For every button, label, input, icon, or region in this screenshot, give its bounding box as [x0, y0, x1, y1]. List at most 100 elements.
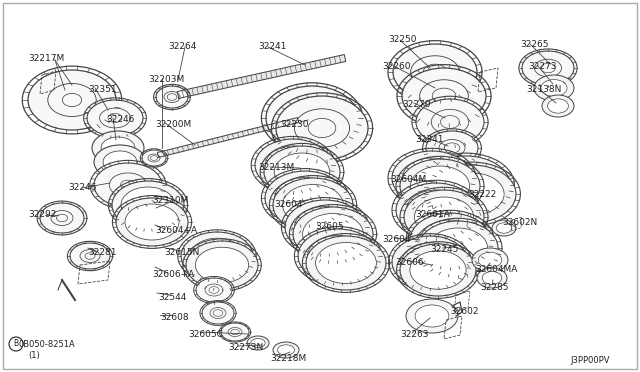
Ellipse shape: [542, 95, 574, 117]
Ellipse shape: [492, 220, 516, 236]
Ellipse shape: [181, 232, 253, 280]
Ellipse shape: [94, 163, 162, 207]
Ellipse shape: [190, 238, 244, 274]
Ellipse shape: [472, 248, 508, 272]
Ellipse shape: [434, 164, 498, 206]
Text: 32246: 32246: [106, 115, 134, 124]
Ellipse shape: [478, 252, 502, 268]
Polygon shape: [177, 55, 346, 99]
Ellipse shape: [400, 244, 476, 296]
Text: 32270: 32270: [402, 100, 431, 109]
Text: 32604+A: 32604+A: [155, 226, 197, 235]
Text: 32604: 32604: [382, 235, 410, 244]
Ellipse shape: [247, 336, 269, 350]
Text: 0B050-8251A: 0B050-8251A: [18, 340, 75, 349]
Ellipse shape: [265, 146, 321, 184]
Ellipse shape: [308, 235, 369, 276]
Ellipse shape: [125, 204, 179, 240]
Ellipse shape: [283, 185, 344, 225]
Text: 32203M: 32203M: [148, 75, 184, 84]
Text: 32351: 32351: [88, 85, 116, 94]
Text: 32285: 32285: [480, 283, 509, 292]
Text: 32260: 32260: [382, 62, 410, 71]
Ellipse shape: [103, 151, 137, 173]
Ellipse shape: [522, 51, 574, 85]
Text: 32602: 32602: [450, 307, 479, 316]
Ellipse shape: [428, 228, 488, 268]
Ellipse shape: [392, 151, 472, 205]
Ellipse shape: [293, 207, 373, 261]
Ellipse shape: [275, 153, 330, 191]
Text: 32200M: 32200M: [155, 120, 191, 129]
Text: 32213M: 32213M: [258, 163, 294, 172]
Text: 32241: 32241: [258, 42, 286, 51]
Ellipse shape: [70, 243, 110, 269]
Ellipse shape: [406, 299, 458, 333]
Ellipse shape: [415, 197, 474, 237]
Ellipse shape: [410, 166, 470, 206]
Ellipse shape: [422, 156, 510, 214]
Text: 32604: 32604: [274, 200, 303, 209]
Ellipse shape: [276, 96, 368, 160]
Ellipse shape: [393, 44, 477, 100]
Ellipse shape: [195, 247, 248, 283]
Ellipse shape: [87, 100, 143, 136]
Text: 32218M: 32218M: [270, 354, 307, 363]
Ellipse shape: [273, 342, 299, 358]
Text: 32273N: 32273N: [228, 343, 263, 352]
Text: 32310M: 32310M: [152, 196, 188, 205]
Text: 32292: 32292: [28, 210, 56, 219]
Ellipse shape: [541, 80, 567, 96]
Ellipse shape: [496, 223, 512, 233]
Ellipse shape: [294, 206, 355, 247]
Text: 32604MA: 32604MA: [475, 265, 517, 274]
Ellipse shape: [410, 251, 466, 289]
Text: 32604M: 32604M: [390, 175, 426, 184]
Ellipse shape: [410, 213, 490, 267]
Ellipse shape: [112, 181, 184, 229]
Ellipse shape: [265, 171, 345, 225]
Ellipse shape: [186, 241, 258, 289]
Ellipse shape: [416, 99, 484, 145]
Ellipse shape: [477, 268, 507, 288]
Ellipse shape: [264, 146, 340, 198]
Ellipse shape: [40, 203, 84, 233]
Ellipse shape: [273, 178, 353, 232]
Ellipse shape: [415, 305, 449, 327]
Text: 32230: 32230: [280, 120, 308, 129]
Text: 32217M: 32217M: [28, 54, 64, 63]
Text: 32608: 32608: [160, 313, 189, 322]
Text: 32606+A: 32606+A: [152, 270, 195, 279]
Ellipse shape: [303, 214, 364, 254]
Polygon shape: [157, 118, 299, 157]
Text: 32264: 32264: [168, 42, 196, 51]
Text: 32138N: 32138N: [526, 85, 561, 94]
Text: 32606: 32606: [395, 258, 424, 267]
Ellipse shape: [428, 165, 516, 223]
Ellipse shape: [426, 131, 478, 165]
Text: B: B: [13, 340, 19, 349]
Text: (1): (1): [28, 351, 40, 360]
Ellipse shape: [28, 70, 116, 130]
Ellipse shape: [202, 302, 234, 324]
Ellipse shape: [142, 150, 166, 166]
Text: 32544: 32544: [158, 293, 186, 302]
Ellipse shape: [404, 190, 484, 244]
Ellipse shape: [392, 236, 468, 288]
Ellipse shape: [255, 139, 331, 191]
Ellipse shape: [251, 339, 265, 347]
Ellipse shape: [440, 173, 504, 215]
Ellipse shape: [121, 187, 175, 223]
Ellipse shape: [101, 137, 135, 159]
Text: 32273: 32273: [528, 62, 557, 71]
Ellipse shape: [418, 221, 498, 275]
Text: 32245: 32245: [430, 245, 458, 254]
Text: 32222: 32222: [468, 190, 496, 199]
Text: 32281: 32281: [88, 248, 116, 257]
Text: 32265: 32265: [520, 40, 548, 49]
Ellipse shape: [316, 243, 376, 283]
Text: 32615N: 32615N: [164, 248, 200, 257]
Ellipse shape: [402, 243, 458, 281]
Text: 32246: 32246: [68, 183, 97, 192]
Text: 32602N: 32602N: [502, 218, 537, 227]
